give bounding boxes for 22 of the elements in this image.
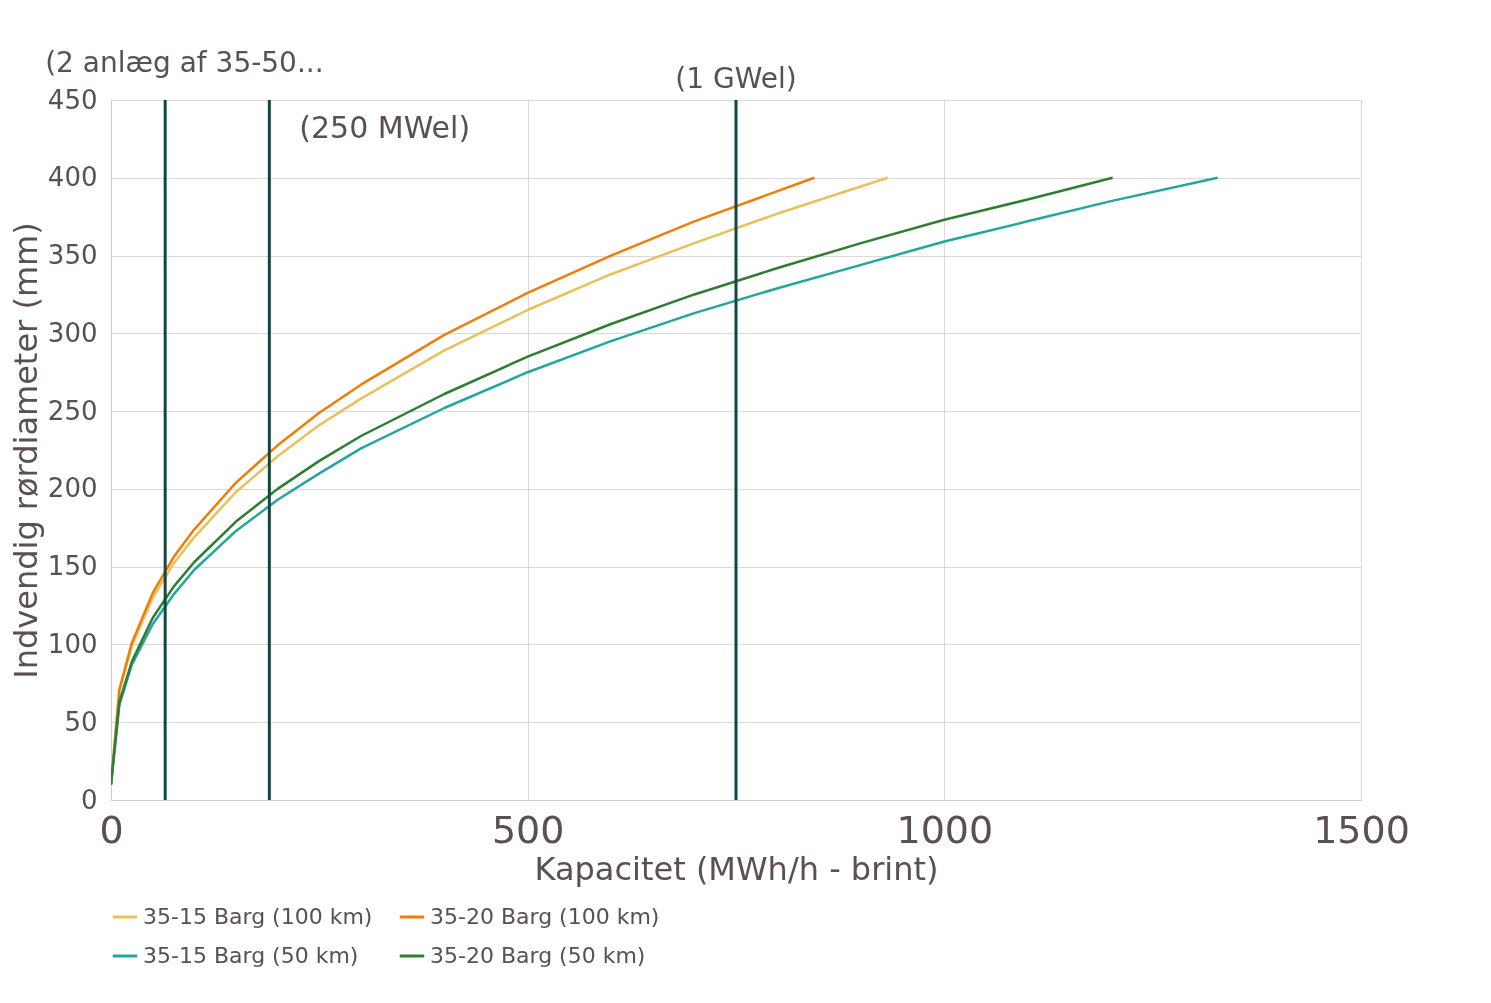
ref-line-label: (250 MWel) — [299, 110, 471, 145]
y-tick-label: 100 — [47, 628, 98, 659]
legend-label: 35-15 Barg (50 km) — [143, 943, 359, 968]
x-tick-label: 500 — [491, 807, 565, 852]
y-tick-label: 150 — [47, 551, 98, 582]
y-tick-label: 250 — [47, 395, 98, 426]
ref-line-label: (1 GWel) — [675, 62, 797, 95]
y-tick-label: 0 — [80, 784, 98, 815]
y-tick-label: 350 — [47, 240, 98, 271]
y-tick-label: 450 — [47, 84, 98, 115]
y-tick-label: 300 — [47, 317, 98, 348]
y-tick-label: 50 — [64, 706, 98, 737]
y-tick-label: 200 — [47, 473, 98, 504]
y-axis-title: Indvendig rørdiameter (mm) — [6, 222, 45, 679]
legend-label: 35-20 Barg (50 km) — [430, 943, 646, 968]
ref-line-label: (2 anlæg af 35-50... — [45, 46, 324, 79]
legend-label: 35-20 Barg (100 km) — [430, 904, 660, 929]
x-axis-title: Kapacitet (MWh/h - brint) — [534, 849, 939, 888]
x-tick-label: 1000 — [896, 807, 994, 852]
legend-label: 35-15 Barg (100 km) — [143, 904, 373, 929]
x-tick-label: 1500 — [1313, 807, 1410, 852]
y-tick-label: 400 — [47, 162, 98, 193]
